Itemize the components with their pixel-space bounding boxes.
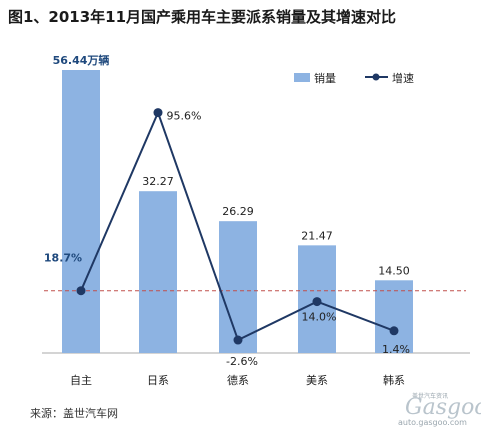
watermark-logo: Gasgoo xyxy=(405,395,481,420)
bar-value-label-1: 32.27 xyxy=(142,175,174,188)
bar-2 xyxy=(219,221,257,353)
x-tick-label-2: 德系 xyxy=(227,373,249,387)
legend-swatch-sales xyxy=(294,73,310,82)
bar-1 xyxy=(139,191,177,353)
growth-point-1 xyxy=(153,108,163,118)
x-tick-label-3: 美系 xyxy=(306,374,328,387)
x-tick-label-0: 自主 xyxy=(70,374,92,387)
growth-value-label-2: -2.6% xyxy=(226,355,258,368)
growth-point-3 xyxy=(312,297,322,307)
bar-4 xyxy=(375,280,413,353)
x-tick-label-1: 日系 xyxy=(147,374,169,387)
growth-value-label-0: 18.7% xyxy=(44,252,82,265)
x-tick-label-4: 韩系 xyxy=(383,373,405,387)
growth-value-label-4: 1.4% xyxy=(382,343,410,356)
legend-marker-growth xyxy=(372,73,380,81)
bar-0 xyxy=(62,70,100,353)
bar-value-label-0: 56.44万辆 xyxy=(53,53,110,67)
growth-value-label-1: 95.6% xyxy=(167,110,202,123)
growth-point-4 xyxy=(389,326,399,336)
growth-value-label-3: 14.0% xyxy=(302,311,337,324)
bar-value-label-3: 21.47 xyxy=(301,229,333,242)
growth-point-2 xyxy=(233,335,243,345)
legend-label-sales: 销量 xyxy=(314,71,336,85)
chart-title: 图1、2013年11月国产乘用车主要派系销量及其增速对比 xyxy=(8,8,397,26)
bar-value-label-2: 26.29 xyxy=(222,205,254,218)
watermark-url: auto.gasgoo.com xyxy=(398,418,467,427)
source-note: 来源：盖世汽车网 xyxy=(30,407,118,420)
watermark-tag: 盖世汽车资讯 xyxy=(412,393,449,400)
legend-label-growth: 增速 xyxy=(392,71,414,85)
bar-value-label-4: 14.50 xyxy=(378,264,410,277)
growth-point-0 xyxy=(76,286,86,296)
